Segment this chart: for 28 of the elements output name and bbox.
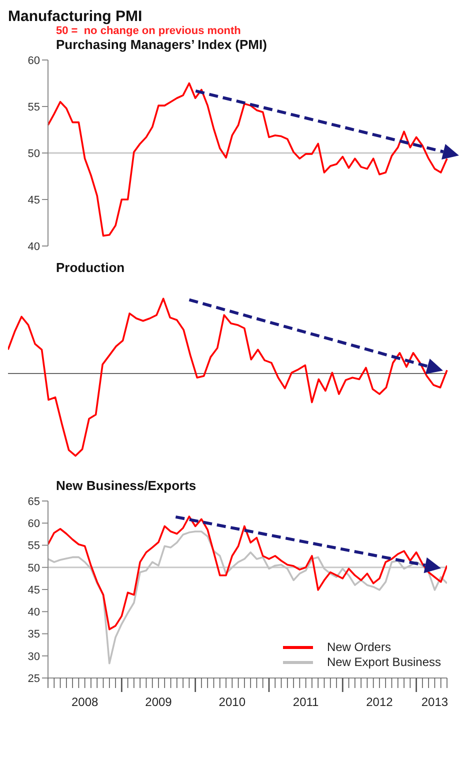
line-series <box>48 516 447 630</box>
y-tick-label: 35 <box>28 628 40 641</box>
x-tick-label: 2011 <box>292 695 320 709</box>
y-tick-label: 65 <box>28 496 40 508</box>
y-tick-label: 40 <box>28 240 40 253</box>
y-tick-label: 60 <box>28 518 40 530</box>
chart-title: New Business/Exports <box>56 478 198 493</box>
y-tick-label: 55 <box>28 540 40 552</box>
legend-label: New Export Business <box>326 655 441 670</box>
y-tick-label: 50 <box>28 148 40 160</box>
y-tick-label: 45 <box>28 194 40 206</box>
y-tick-label: 25 <box>28 672 40 685</box>
y-tick-label: 40 <box>28 606 40 619</box>
y-tick-label: 30 <box>28 650 40 663</box>
y-tick-label: 50 <box>28 562 40 574</box>
x-tick-label: 2009 <box>145 695 172 709</box>
x-tick-label: 2012 <box>366 695 394 709</box>
x-tick-label: 2008 <box>71 695 98 709</box>
y-tick-label: 60 <box>28 54 40 67</box>
chart-title: Manufacturing PMI <box>8 8 144 25</box>
legend-label: New Orders <box>326 640 391 655</box>
y-tick-label: 55 <box>28 101 40 114</box>
chart-title: Production <box>56 260 126 275</box>
chart-subtitle: Purchasing Managers’ Index (PMI) <box>56 37 268 52</box>
y-tick-label: 45 <box>28 584 40 596</box>
x-tick-label: 2010 <box>218 695 246 709</box>
text: 50 = no change on previous month <box>56 25 242 37</box>
x-tick-label: 2013 <box>421 695 448 709</box>
